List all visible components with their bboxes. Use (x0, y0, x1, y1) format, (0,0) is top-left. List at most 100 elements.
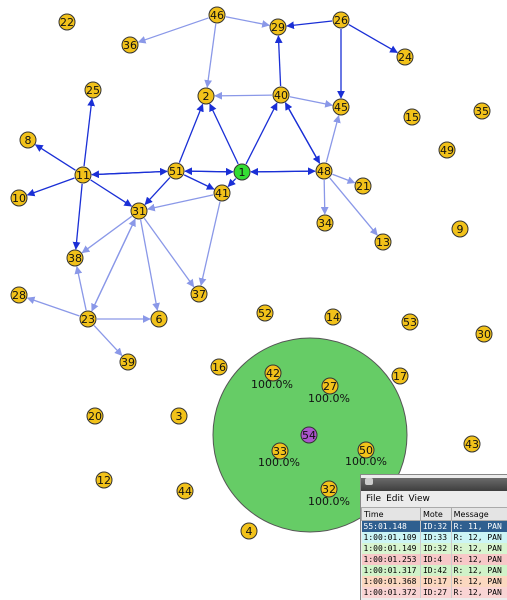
column-header: Time (362, 508, 421, 521)
link (84, 99, 92, 166)
link (246, 103, 277, 164)
node-label: 44 (178, 485, 192, 498)
node-label: 49 (440, 144, 454, 157)
node-label: 48 (317, 165, 331, 178)
node-label: 30 (477, 328, 491, 341)
success-rate: 100.0% (345, 455, 387, 468)
node-label: 3 (176, 410, 183, 423)
link (184, 175, 214, 189)
link (215, 95, 272, 96)
node-label: 35 (475, 105, 489, 118)
column-header: Message (451, 508, 507, 521)
node-label: 45 (334, 101, 348, 114)
node-label: 11 (76, 169, 90, 182)
log-cell: 1:00:01.317 (362, 565, 421, 576)
node-label: 46 (210, 9, 224, 22)
menu-item[interactable]: File (366, 494, 381, 504)
link (148, 195, 213, 209)
log-cell: ID:4 (420, 554, 451, 565)
node-label: 53 (403, 316, 417, 329)
log-cell: ID:42 (420, 565, 451, 576)
log-cell: 1:00:01.109 (362, 532, 421, 543)
link (201, 202, 220, 285)
menu-bar: File Edit View (361, 491, 507, 507)
node-label: 22 (60, 16, 74, 29)
log-cell: R: 12, PAN (451, 576, 507, 587)
link (27, 178, 74, 195)
node-label: 10 (12, 192, 26, 205)
link (145, 178, 170, 205)
node-label: 17 (393, 370, 407, 383)
log-cell: ID:32 (420, 521, 451, 533)
log-cell: ID:27 (420, 587, 451, 598)
link (349, 25, 397, 53)
link (326, 116, 338, 163)
node-label: 21 (356, 180, 370, 193)
link (28, 298, 80, 316)
link (251, 171, 315, 172)
node-label: 6 (156, 313, 163, 326)
log-cell: ID:32 (420, 543, 451, 554)
node-label: 51 (169, 165, 183, 178)
node-label: 23 (81, 313, 95, 326)
link (278, 36, 280, 86)
node-label: 1 (239, 166, 246, 179)
link (77, 267, 86, 310)
link (36, 145, 76, 170)
node-label: 8 (25, 134, 32, 147)
link (139, 18, 209, 42)
log-cell: R: 12, PAN (451, 587, 507, 598)
node-label: 41 (215, 187, 229, 200)
log-cell: ID:33 (420, 532, 451, 543)
log-cell: ID:17 (420, 576, 451, 587)
node-label: 26 (334, 14, 348, 27)
column-header: Mote (420, 508, 451, 521)
link (94, 326, 122, 356)
node-label: 20 (88, 410, 102, 423)
node-label: 9 (457, 223, 464, 236)
success-rate: 100.0% (308, 495, 350, 508)
link (290, 97, 332, 105)
node-label: 4 (246, 525, 253, 538)
node-label: 52 (258, 307, 272, 320)
log-cell: R: 12, PAN (451, 532, 507, 543)
link (92, 171, 167, 174)
link (76, 184, 82, 249)
link (287, 21, 332, 26)
node-label: 25 (86, 84, 100, 97)
log-cell: R: 12, PAN (451, 565, 507, 576)
menu-item[interactable]: View (409, 494, 430, 504)
node-label: 16 (212, 361, 226, 374)
link (82, 216, 131, 252)
log-cell: 55:01.148 (362, 521, 421, 533)
node-label: 54 (302, 429, 316, 442)
menu-item[interactable]: Edit (386, 494, 403, 504)
link (228, 179, 236, 187)
log-cell: 1:00:01.149 (362, 543, 421, 554)
node-label: 2 (203, 90, 210, 103)
node-label: 36 (123, 39, 137, 52)
node-label: 14 (326, 311, 340, 324)
node-label: 15 (405, 111, 419, 124)
title-bar (361, 478, 507, 491)
link (91, 180, 132, 206)
link (207, 24, 216, 87)
node-label: 40 (274, 89, 288, 102)
node-label: 13 (376, 236, 390, 249)
log-cell: 1:00:01.253 (362, 554, 421, 565)
success-rate: 100.0% (308, 392, 350, 405)
link (179, 104, 202, 162)
node-label: 31 (132, 205, 146, 218)
node-label: 29 (271, 21, 285, 34)
node-label: 38 (68, 252, 82, 265)
